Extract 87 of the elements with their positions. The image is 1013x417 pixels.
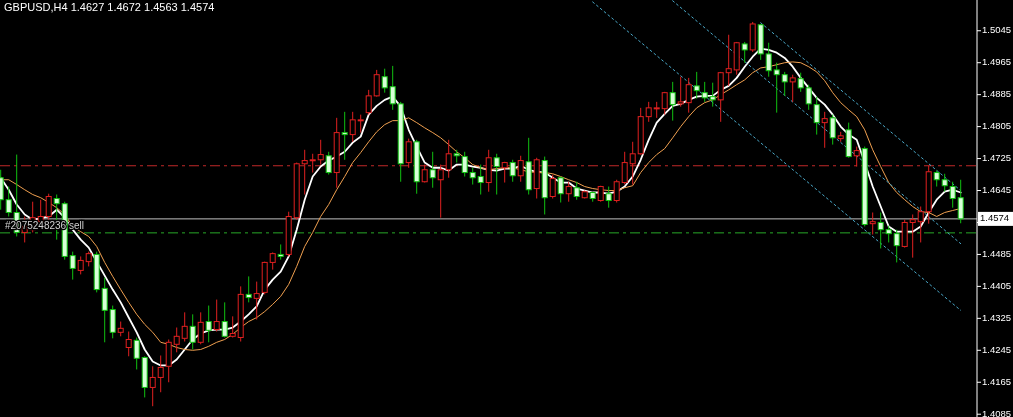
- y-tick-label: 1.4165: [982, 375, 1012, 387]
- y-tick-label: 1.4245: [982, 343, 1012, 355]
- y-tick-label: 1.4325: [982, 311, 1012, 323]
- candlestick: [173, 327, 180, 353]
- candlestick: [133, 337, 140, 370]
- candlestick: [477, 164, 484, 196]
- candlestick: [5, 186, 12, 217]
- candlestick: [605, 186, 612, 209]
- candlestick: [557, 176, 564, 204]
- y-tick-label: 1.4405: [982, 279, 1012, 291]
- candlestick: [877, 211, 884, 249]
- candlestick: [381, 68, 388, 94]
- candlestick: [205, 305, 212, 343]
- y-tick-label: 1.4645: [982, 184, 1012, 196]
- y-tick-label: 1.4725: [982, 152, 1012, 164]
- candlestick: [517, 155, 524, 183]
- candlestick: [613, 179, 620, 204]
- candlestick: [181, 311, 188, 343]
- candlestick: [365, 89, 372, 116]
- candlestick: [909, 213, 916, 259]
- candlestick: [317, 139, 324, 166]
- candlestick: [797, 72, 804, 93]
- candlestick: [445, 139, 452, 179]
- candlestick: [949, 181, 956, 209]
- candlestick: [709, 82, 716, 108]
- candlestick: [629, 141, 636, 186]
- candlestick: [245, 275, 252, 303]
- candlestick: [429, 151, 436, 189]
- candlestick: [229, 315, 236, 339]
- candlestick: [853, 146, 860, 168]
- candlestick: [301, 149, 308, 196]
- candlestick: [373, 69, 380, 98]
- candlestick: [669, 81, 676, 122]
- candlestick: [781, 71, 788, 97]
- candlestick: [509, 159, 516, 183]
- candlestick: [189, 313, 196, 350]
- candlestick: [109, 305, 116, 339]
- candlestick: [157, 354, 164, 393]
- candlestick: [69, 251, 76, 281]
- chart-title: GBPUSD,H4 1.4627 1.4672 1.4563 1.4574: [4, 1, 215, 13]
- y-tick-label: 1.4885: [982, 88, 1012, 100]
- candlestick: [957, 179, 964, 224]
- candlestick: [389, 65, 396, 111]
- candlestick: [405, 138, 412, 169]
- y-tick-label: 1.4085: [982, 407, 1012, 417]
- candlestick: [221, 301, 228, 339]
- candlestick: [693, 71, 700, 100]
- candlestick: [829, 114, 836, 146]
- candlestick: [493, 153, 500, 196]
- candlestick: [325, 151, 332, 176]
- candlestick: [309, 153, 316, 174]
- candlestick: [701, 81, 708, 103]
- candlestick: [341, 111, 348, 161]
- ref-line-label: 1.4574: [980, 212, 1010, 224]
- candlestick: [805, 84, 812, 111]
- candlestick: [165, 339, 172, 383]
- candlestick: [461, 151, 468, 178]
- candlestick: [101, 277, 108, 343]
- candlestick: [565, 181, 572, 203]
- y-tick-label: 1.5045: [982, 24, 1012, 36]
- candlestick: [917, 206, 924, 243]
- candlestick: [549, 174, 556, 200]
- candlestick: [197, 311, 204, 345]
- candlestick: [813, 96, 820, 136]
- y-tick-label: 1.4805: [982, 120, 1012, 132]
- candlestick: [437, 164, 444, 219]
- candlestick: [213, 299, 220, 333]
- y-tick-label: 1.4485: [982, 247, 1012, 259]
- candlestick: [893, 229, 900, 263]
- candlestick: [685, 77, 692, 114]
- candlestick: [765, 42, 772, 78]
- candlestick: [645, 101, 652, 123]
- candlestick: [901, 219, 908, 249]
- candlestick: [349, 111, 356, 143]
- candlestick: [869, 211, 876, 235]
- candlestick: [773, 62, 780, 114]
- candlestick: [45, 193, 52, 221]
- candlestick: [125, 331, 132, 357]
- candlestick: [149, 365, 156, 407]
- candlestick: [789, 74, 796, 103]
- y-tick-label: 1.4965: [982, 56, 1012, 68]
- candlestick: [821, 111, 828, 149]
- candlestick: [741, 41, 748, 64]
- candlestick: [677, 76, 684, 108]
- candlestick: [253, 281, 260, 321]
- candlestick: [725, 34, 732, 87]
- candlestick: [621, 151, 628, 186]
